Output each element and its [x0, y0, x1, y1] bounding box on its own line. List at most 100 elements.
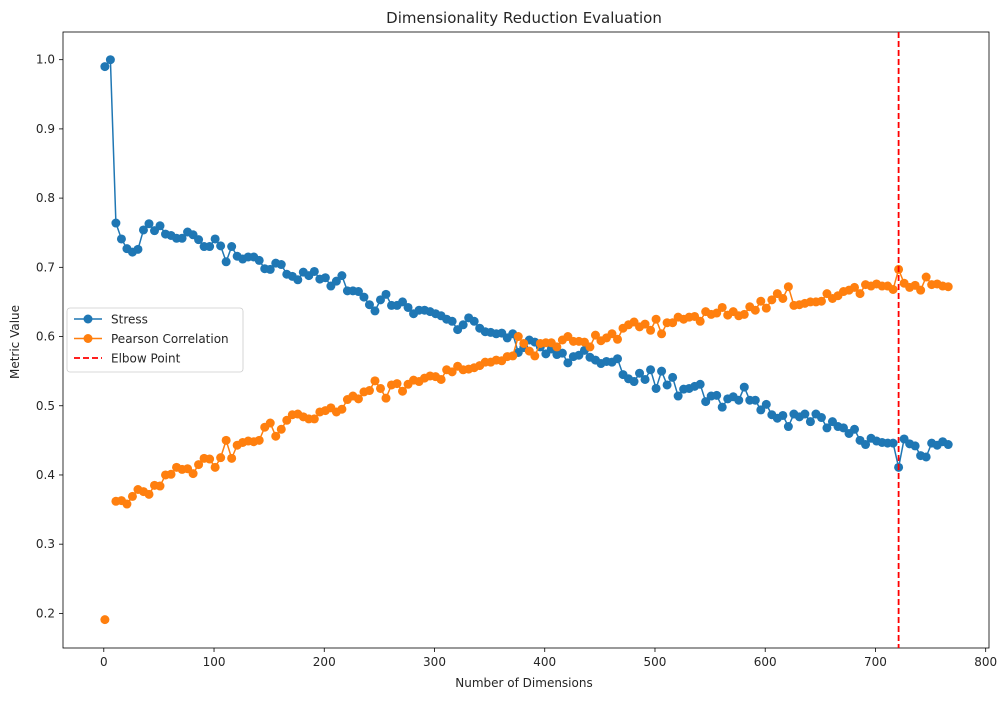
data-point: [750, 305, 760, 315]
data-point: [216, 241, 226, 251]
data-point: [943, 282, 953, 292]
data-point: [519, 338, 529, 348]
y-tick-label: 0.2: [36, 606, 55, 620]
data-point: [712, 390, 722, 400]
data-point: [398, 297, 408, 307]
axes: 0 100 200 300 400 500 600 700 800 0.2 0.3 0.4 0.5 0.6…: [36, 31, 997, 669]
data-point: [403, 302, 413, 312]
data-point: [756, 296, 766, 306]
data-point: [227, 242, 237, 252]
y-tick-label: 1.0: [36, 53, 55, 67]
data-point: [221, 435, 231, 445]
data-point: [216, 453, 226, 463]
y-axis-label: Metric Value: [8, 305, 22, 379]
y-tick-label: 0.8: [36, 191, 55, 205]
series-line: [104, 57, 949, 468]
data-point: [375, 383, 385, 393]
data-point: [921, 272, 931, 282]
data-point: [254, 255, 264, 265]
data-point: [447, 316, 457, 326]
data-point: [436, 374, 446, 384]
data-point: [888, 438, 898, 448]
data-point: [750, 395, 760, 405]
data-point: [331, 276, 341, 286]
data-point: [155, 221, 165, 231]
y-tick-label: 0.7: [36, 260, 55, 274]
chart-title: Dimensionality Reduction Evaluation: [386, 9, 662, 27]
data-point: [359, 292, 369, 302]
data-point: [613, 334, 622, 344]
data-point: [138, 225, 148, 235]
data-point: [364, 386, 374, 396]
data-point: [613, 354, 622, 364]
data-point: [194, 460, 204, 470]
data-point: [717, 302, 727, 312]
data-point: [144, 489, 154, 499]
data-point: [276, 260, 286, 270]
data-point: [116, 234, 126, 244]
legend-box: [66, 307, 244, 373]
data-point: [816, 296, 826, 306]
data-point: [122, 499, 132, 509]
legend-label: Pearson Correlation: [111, 332, 229, 346]
data-point: [370, 376, 380, 386]
data-point: [585, 342, 595, 352]
data-point: [353, 287, 363, 297]
data-point: [337, 271, 347, 281]
legend-label: Stress: [111, 313, 148, 327]
data-point: [133, 244, 143, 254]
data-point: [756, 405, 766, 415]
data-point: [607, 329, 617, 339]
data-point: [816, 413, 826, 423]
x-tick-label: 500: [644, 655, 667, 669]
data-point: [850, 424, 860, 434]
data-point: [381, 393, 391, 403]
data-point: [778, 293, 788, 303]
data-point: [513, 332, 523, 342]
data-point: [563, 358, 573, 368]
data-point: [398, 386, 408, 396]
data-point: [651, 383, 661, 393]
data-point: [921, 452, 931, 462]
data-point: [767, 295, 777, 305]
x-tick-label: 300: [423, 655, 446, 669]
data-point: [337, 404, 347, 414]
data-point: [320, 273, 330, 283]
data-point: [778, 410, 788, 420]
data-point: [943, 440, 953, 450]
data-point: [227, 453, 237, 463]
data-point: [646, 365, 656, 375]
data-point: [127, 491, 137, 501]
axes-frame: [62, 31, 990, 649]
data-point: [662, 380, 672, 390]
data-point: [370, 306, 380, 316]
data-point: [469, 316, 479, 326]
x-tick-label: 200: [313, 655, 336, 669]
x-tick-label: 400: [533, 655, 556, 669]
data-point: [712, 308, 722, 318]
data-point: [155, 481, 165, 491]
data-point: [739, 309, 749, 319]
data-point: [293, 275, 303, 285]
data-point: [646, 325, 656, 335]
data-point: [381, 289, 391, 299]
data-point: [590, 330, 600, 340]
x-tick-label: 700: [864, 655, 887, 669]
data-point: [783, 422, 793, 432]
data-point: [673, 391, 683, 401]
data-point: [210, 234, 220, 244]
data-point: [701, 397, 711, 407]
y-tick-label: 0.6: [36, 330, 55, 344]
data-point: [783, 282, 793, 292]
data-point: [635, 368, 645, 378]
data-point: [364, 300, 374, 310]
data-point: [668, 372, 678, 382]
legend-label: Elbow Point: [111, 352, 181, 366]
series-pearson-correlation: [100, 264, 953, 625]
data-point: [111, 218, 121, 228]
data-point: [640, 319, 650, 329]
data-point: [805, 417, 815, 427]
plot-area: [100, 32, 953, 648]
data-point: [629, 377, 639, 387]
